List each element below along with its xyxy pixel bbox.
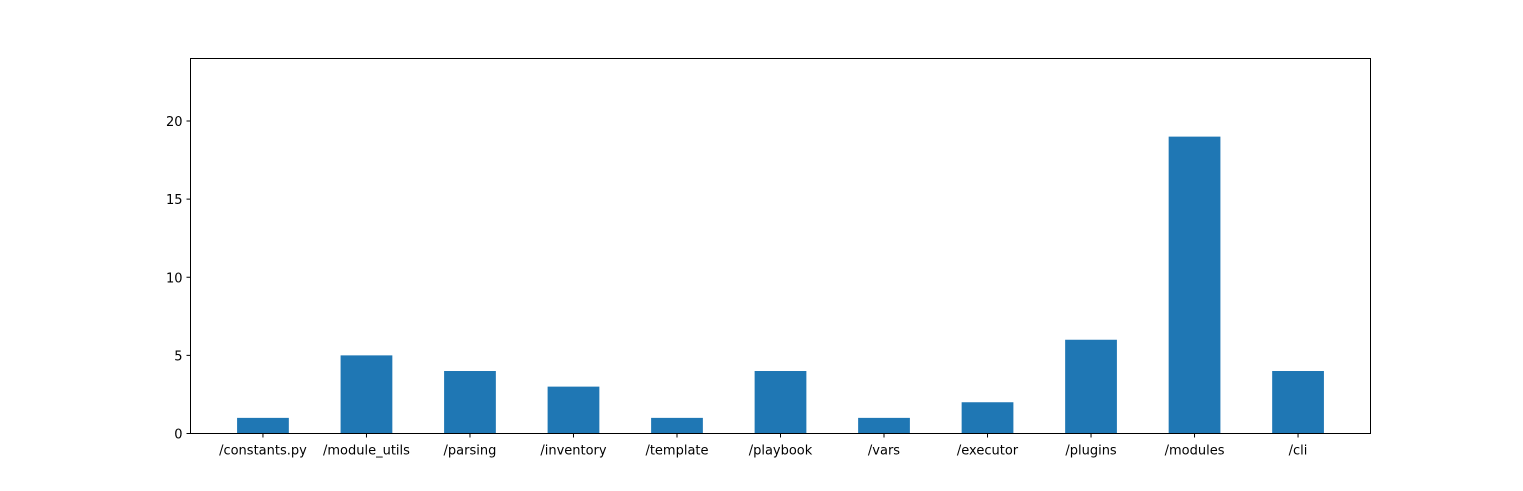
x-tick-label: /parsing — [444, 444, 497, 459]
y-tick-label: 0 — [174, 428, 182, 443]
y-tick-label: 20 — [166, 115, 183, 130]
bar — [1065, 339, 1117, 434]
x-tick-label: /cli — [1289, 444, 1308, 459]
y-tick-label: 5 — [174, 349, 182, 364]
plot-frame — [190, 58, 1371, 434]
bar — [651, 417, 703, 434]
bar — [1168, 136, 1221, 434]
x-axis: /constants.py/module_utils/parsing/inven… — [219, 433, 1308, 459]
x-tick-label: /constants.py — [219, 444, 307, 459]
bar — [237, 417, 289, 434]
y-axis: 0 5 10 15 20 — [166, 115, 191, 443]
x-tick-label: /inventory — [540, 444, 607, 459]
bar — [547, 386, 600, 434]
y-tick-label: 15 — [166, 193, 183, 208]
x-tick-label: /executor — [957, 444, 1019, 459]
x-tick-label: /template — [645, 444, 708, 459]
x-tick-label: /modules — [1165, 444, 1225, 459]
bar — [340, 355, 393, 434]
bar — [754, 371, 807, 434]
bar — [858, 417, 910, 434]
y-tick-label: 10 — [166, 271, 183, 286]
bar — [961, 402, 1014, 434]
bar — [444, 371, 496, 434]
bars-layer — [237, 136, 1324, 434]
x-tick-label: /module_utils — [323, 444, 410, 459]
x-tick-label: /vars — [868, 444, 900, 459]
bar — [1272, 371, 1324, 434]
x-tick-label: /playbook — [749, 444, 813, 459]
x-tick-label: /plugins — [1065, 444, 1117, 459]
